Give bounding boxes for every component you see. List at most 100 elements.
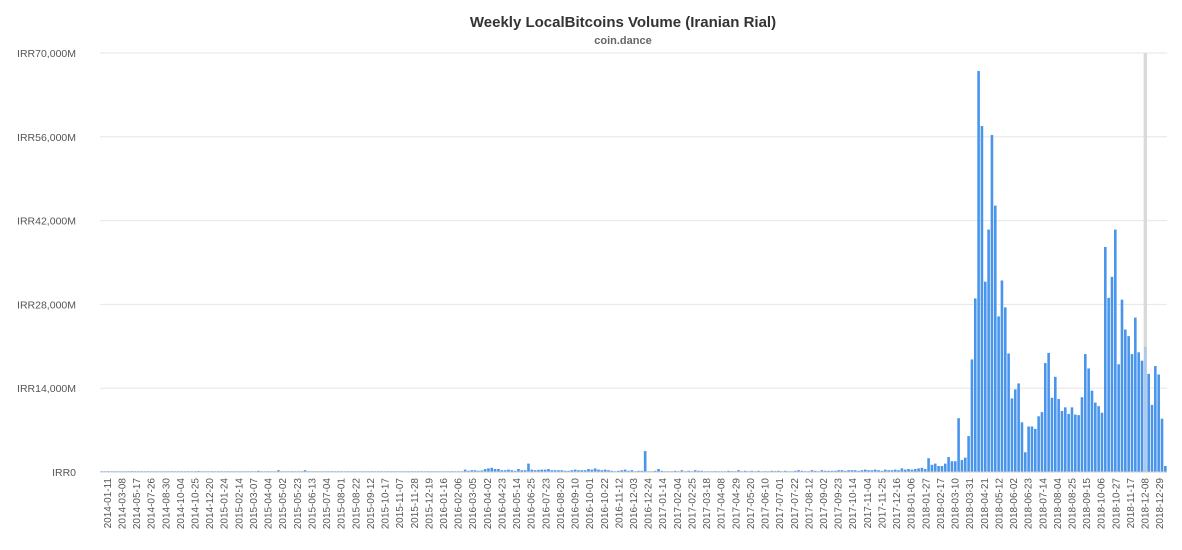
bar[interactable] xyxy=(620,470,624,472)
bar[interactable] xyxy=(570,470,574,472)
bar[interactable] xyxy=(587,469,590,472)
bar[interactable] xyxy=(583,470,587,472)
bar[interactable] xyxy=(560,470,564,472)
bar[interactable] xyxy=(990,135,994,473)
bar[interactable] xyxy=(640,470,644,472)
bar[interactable] xyxy=(1110,276,1114,472)
bar[interactable] xyxy=(1154,366,1157,472)
bar[interactable] xyxy=(793,470,797,472)
bar[interactable] xyxy=(867,470,870,472)
bar[interactable] xyxy=(700,470,704,472)
bar[interactable] xyxy=(880,470,884,472)
bar[interactable] xyxy=(1007,353,1010,472)
bar[interactable] xyxy=(1027,426,1030,472)
bar[interactable] xyxy=(937,466,940,472)
bar[interactable] xyxy=(850,470,854,472)
bar[interactable] xyxy=(923,469,927,472)
bar[interactable] xyxy=(1033,428,1037,472)
bar[interactable] xyxy=(750,470,754,472)
bar[interactable] xyxy=(877,470,880,472)
bar[interactable] xyxy=(1094,402,1097,472)
bar[interactable] xyxy=(573,469,577,472)
bar[interactable] xyxy=(1023,452,1027,472)
bar[interactable] xyxy=(800,470,804,472)
bar[interactable] xyxy=(1050,397,1054,472)
bar[interactable] xyxy=(693,470,697,472)
bar[interactable] xyxy=(563,470,567,472)
bar[interactable] xyxy=(483,469,487,472)
bar[interactable] xyxy=(977,70,980,472)
bar[interactable] xyxy=(493,469,497,472)
bar[interactable] xyxy=(1100,412,1104,472)
bar[interactable] xyxy=(523,470,527,472)
bar[interactable] xyxy=(540,469,544,472)
bar[interactable] xyxy=(603,469,607,472)
bar[interactable] xyxy=(1020,422,1024,472)
bar[interactable] xyxy=(1114,229,1117,472)
bar[interactable] xyxy=(893,469,897,472)
bar[interactable] xyxy=(1017,383,1020,472)
bar[interactable] xyxy=(503,470,507,472)
bar[interactable] xyxy=(580,470,584,472)
bar[interactable] xyxy=(507,469,510,472)
bar[interactable] xyxy=(873,469,877,472)
bar[interactable] xyxy=(777,470,780,472)
bar[interactable] xyxy=(887,470,890,472)
bar[interactable] xyxy=(617,470,620,472)
bar[interactable] xyxy=(920,467,924,472)
bar[interactable] xyxy=(660,470,664,472)
bar[interactable] xyxy=(637,470,640,472)
bar[interactable] xyxy=(1157,374,1160,472)
bar[interactable] xyxy=(1090,390,1094,472)
bar[interactable] xyxy=(643,451,647,472)
bar[interactable] xyxy=(827,470,830,472)
bar[interactable] xyxy=(810,470,814,472)
bar[interactable] xyxy=(757,470,760,472)
bar[interactable] xyxy=(567,470,570,472)
bar[interactable] xyxy=(500,470,504,472)
bar[interactable] xyxy=(743,470,747,472)
bar[interactable] xyxy=(553,470,557,472)
bar[interactable] xyxy=(657,469,660,472)
bar[interactable] xyxy=(980,126,984,473)
bar[interactable] xyxy=(1057,398,1060,472)
bar[interactable] xyxy=(473,470,477,472)
bar[interactable] xyxy=(630,470,634,472)
bar[interactable] xyxy=(947,457,950,472)
bar[interactable] xyxy=(1107,297,1110,472)
bar[interactable] xyxy=(1120,299,1124,472)
bar[interactable] xyxy=(1140,360,1144,472)
bar[interactable] xyxy=(530,469,534,472)
bar[interactable] xyxy=(550,470,554,472)
bar[interactable] xyxy=(480,470,484,472)
bar[interactable] xyxy=(833,470,837,472)
bar[interactable] xyxy=(900,468,904,472)
bar[interactable] xyxy=(653,470,657,472)
bar[interactable] xyxy=(543,469,547,472)
bar[interactable] xyxy=(953,461,957,472)
bar[interactable] xyxy=(843,470,847,472)
bar[interactable] xyxy=(1064,407,1067,472)
bar[interactable] xyxy=(783,470,787,472)
bar[interactable] xyxy=(590,469,594,472)
bar[interactable] xyxy=(897,470,900,472)
bar[interactable] xyxy=(987,229,990,472)
bar[interactable] xyxy=(1070,407,1074,472)
bar[interactable] xyxy=(303,470,307,472)
bar[interactable] xyxy=(927,458,930,472)
bar[interactable] xyxy=(1013,389,1017,472)
bar[interactable] xyxy=(623,469,627,472)
bar[interactable] xyxy=(597,469,600,472)
bar[interactable] xyxy=(520,470,524,472)
bar[interactable] xyxy=(837,470,840,472)
bar[interactable] xyxy=(823,470,827,472)
bar[interactable] xyxy=(1097,406,1100,472)
bar[interactable] xyxy=(1134,317,1137,472)
bar[interactable] xyxy=(960,460,964,472)
bar[interactable] xyxy=(1084,354,1087,472)
bar[interactable] xyxy=(957,418,960,472)
bar[interactable] xyxy=(697,470,700,472)
bar[interactable] xyxy=(797,470,800,472)
bar[interactable] xyxy=(537,469,540,472)
bar[interactable] xyxy=(930,464,934,472)
